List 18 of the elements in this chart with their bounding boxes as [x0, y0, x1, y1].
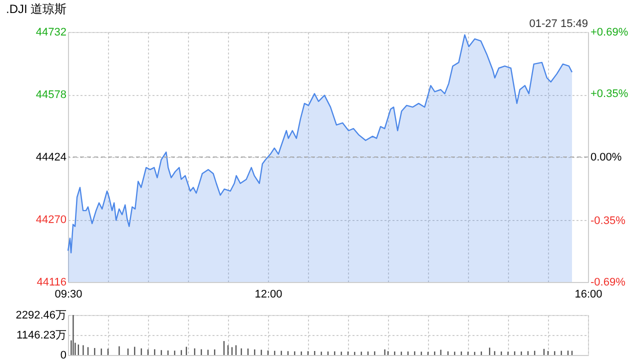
y-tick-label: 44424 [36, 152, 66, 164]
y2-tick-label: +0.69% [590, 26, 628, 38]
y-tick-label: 44578 [36, 89, 66, 101]
text: 01-27 15:49 [529, 18, 588, 30]
y2-tick-label: 0.00% [590, 152, 622, 164]
y-tick-label: 2292.46万 [16, 310, 66, 322]
y-tick-label: 1146.23万 [16, 330, 66, 342]
y-tick-label: 0 [60, 350, 66, 360]
y-tick-label: 44270 [36, 214, 66, 226]
x-tick-label: 12:00 [254, 288, 282, 300]
chart-title: .DJI 道琼斯 [6, 2, 67, 16]
x-tick-label: 09:30 [54, 288, 82, 300]
y-tick-label: 44732 [36, 26, 66, 38]
x-tick-label: 16:00 [574, 288, 602, 300]
y2-tick-label: -0.35% [590, 214, 626, 227]
y2-tick-label: +0.35% [590, 88, 628, 100]
y2-tick-label: -0.69% [590, 276, 626, 288]
y-tick-label: 44116 [36, 276, 66, 288]
